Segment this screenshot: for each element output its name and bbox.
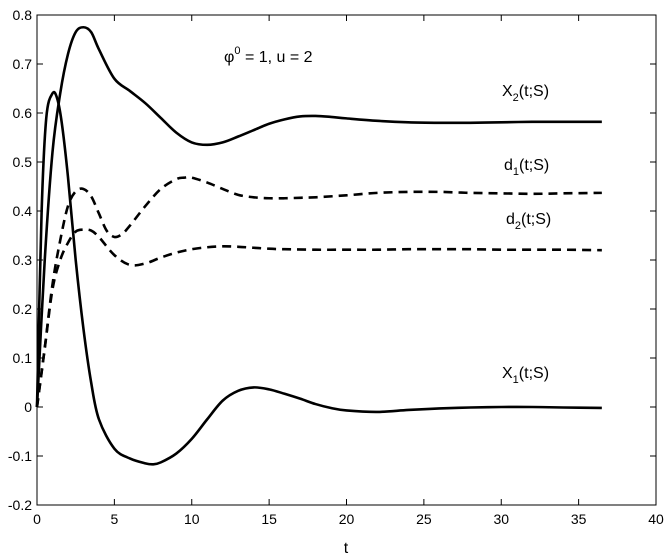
params-annotation: φ0 = 1, u = 2 bbox=[224, 45, 313, 66]
x-tick-label: 15 bbox=[261, 511, 277, 527]
d2-series-label: d2(t;S) bbox=[506, 211, 551, 232]
y-tick-label: -0.1 bbox=[8, 448, 32, 464]
x-tick-label: 5 bbox=[110, 511, 118, 527]
x2-series-label: X2(t;S) bbox=[502, 83, 549, 104]
x1-series-label: X1(t;S) bbox=[502, 365, 549, 386]
y-tick-label: 0.4 bbox=[13, 203, 33, 219]
x-tick-label: 25 bbox=[416, 511, 432, 527]
y-tick-label: 0.8 bbox=[13, 7, 33, 23]
d1-series-label: d1(t;S) bbox=[504, 157, 549, 178]
x-tick-label: 35 bbox=[571, 511, 587, 527]
series-line-x2 bbox=[35, 25, 602, 408]
x-tick-label: 40 bbox=[648, 511, 664, 527]
y-tick-label: 0.1 bbox=[13, 350, 33, 366]
plot-area bbox=[36, 14, 657, 506]
x-tick-label: 30 bbox=[493, 511, 509, 527]
x-tick-label: 10 bbox=[184, 511, 200, 527]
series-line-d1 bbox=[35, 175, 602, 408]
y-tick-label: -0.2 bbox=[8, 497, 32, 513]
y-tick-label: 0.6 bbox=[13, 105, 33, 121]
y-tick-label: 0.3 bbox=[13, 252, 33, 268]
y-tick-label: 0.5 bbox=[13, 154, 33, 170]
x-tick-label: 0 bbox=[33, 511, 41, 527]
series-group bbox=[35, 25, 602, 466]
series-line-x1 bbox=[35, 90, 602, 466]
y-tick-label: 0.7 bbox=[13, 56, 33, 72]
series-line-d2 bbox=[35, 228, 602, 408]
x-axis-label: t bbox=[344, 540, 349, 557]
x-tick-label: 20 bbox=[339, 511, 355, 527]
y-tick-label: 0.2 bbox=[13, 301, 33, 317]
y-tick-label: 0 bbox=[24, 399, 32, 415]
ticks-group: 0 5 10 15 20 25 30 35 40 -0.2 -0.1 0 0.1 0.2 0.3 0.4 0.5… bbox=[8, 7, 664, 527]
